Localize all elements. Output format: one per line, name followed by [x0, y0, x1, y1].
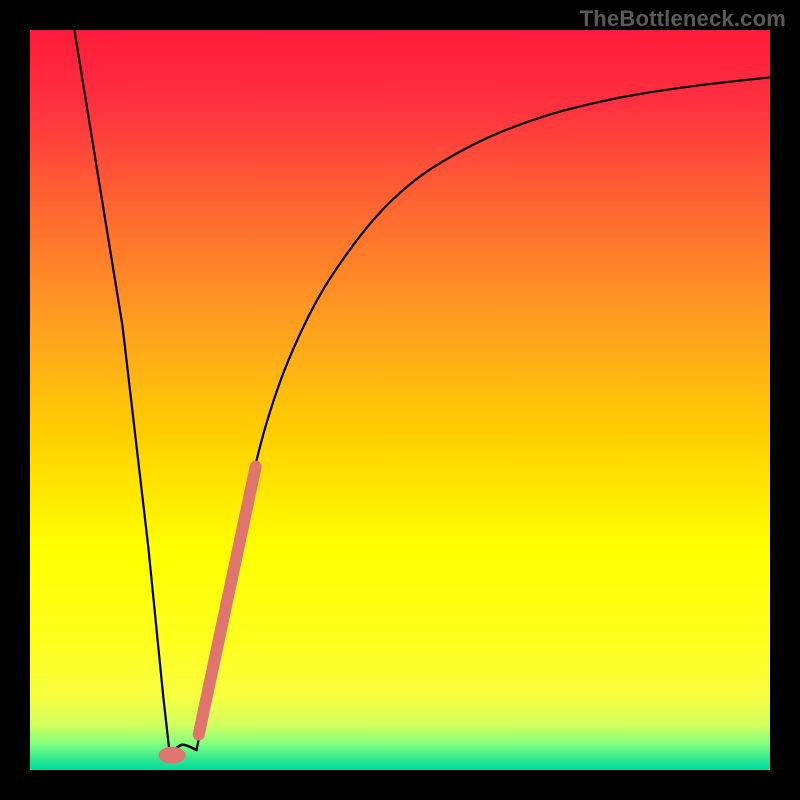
- right-ascending-curve: [197, 77, 771, 750]
- highlight-bar: [199, 467, 256, 735]
- left-descending-line: [74, 30, 169, 755]
- watermark-text: TheBottleneck.com: [580, 6, 786, 32]
- highlight-dot: [158, 747, 185, 764]
- curve-layer: [30, 30, 770, 770]
- chart-frame: TheBottleneck.com: [0, 0, 800, 800]
- plot-area: [30, 30, 770, 770]
